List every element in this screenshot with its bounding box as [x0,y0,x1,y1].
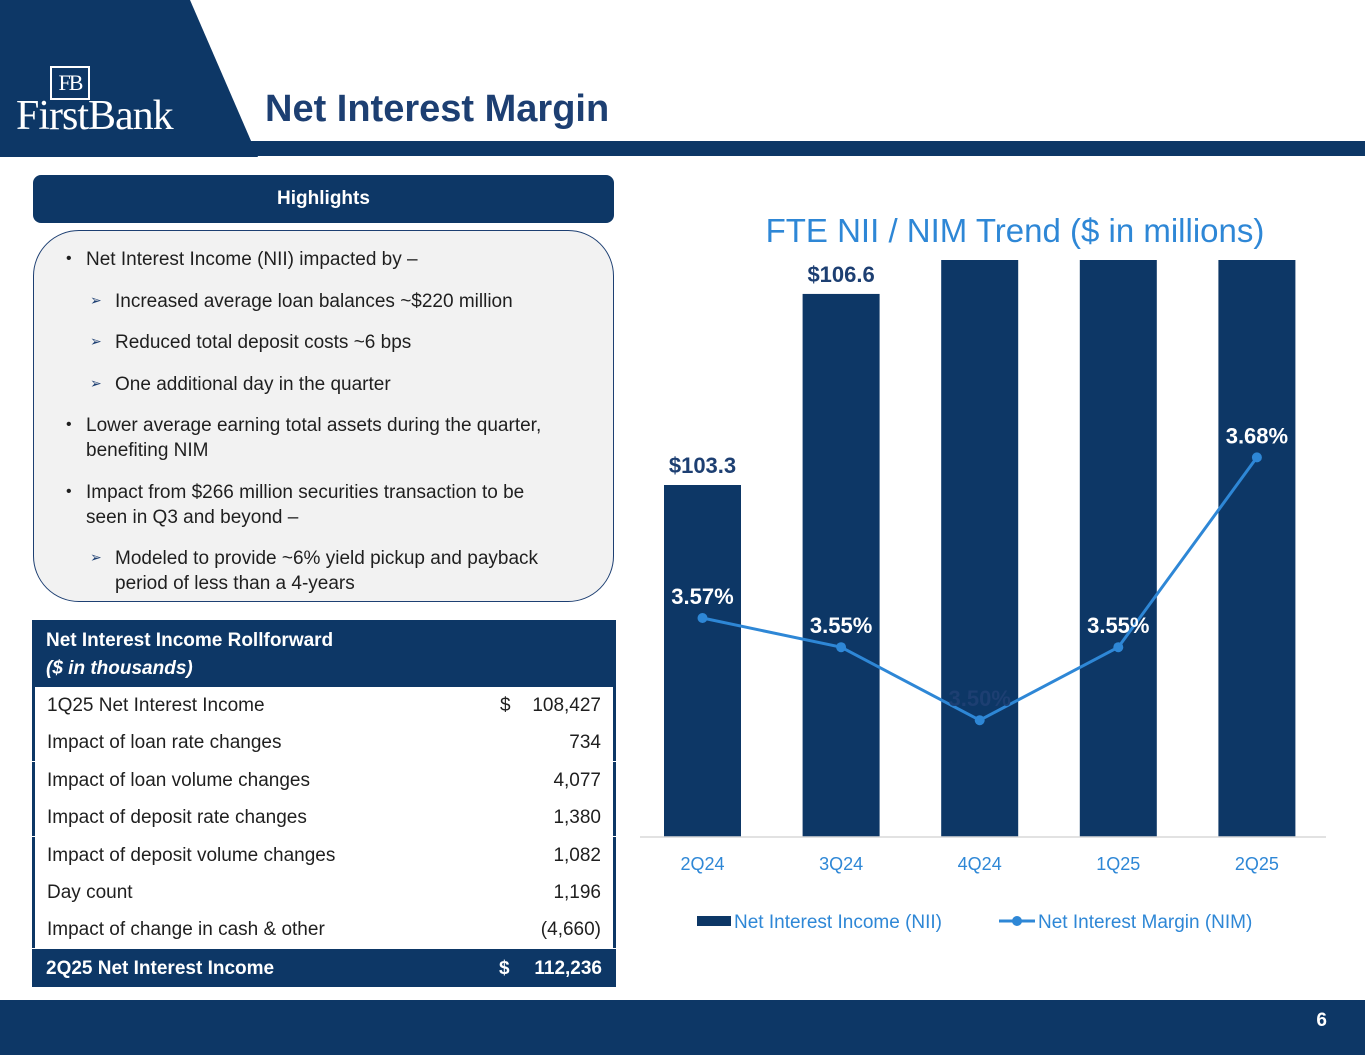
row-value: 108,427 [532,695,601,716]
highlight-text: Increased average loan balances ~$220 mi… [115,290,513,312]
x-tick-label: 4Q24 [958,854,1002,874]
row-label: 1Q25 Net Interest Income [47,695,265,716]
brand-logo-block: FB FirstBank [0,0,258,157]
arrow-bullet-icon: ➢ [90,291,102,308]
logo-wordmark: FirstBank [16,93,174,139]
total-currency: $ [499,958,510,979]
highlights-header: Highlights [33,175,614,223]
table-row: Impact of deposit volume changes 1,082 [32,836,616,874]
rollforward-total-row: 2Q25 Net Interest Income $ 112,236 [32,949,616,987]
highlight-text: Modeled to provide ~6% yield pickup and … [115,548,539,569]
row-label: Impact of loan rate changes [47,732,282,754]
rollforward-title: Net Interest Income Rollforward [46,630,334,651]
arrow-bullet-icon: ➢ [90,333,102,349]
row-label: Impact of loan volume changes [47,769,310,791]
nii-data-label: $103.3 [669,453,736,478]
row-currency: $ [500,695,511,716]
page-title: Net Interest Margin [265,88,610,130]
rollforward-header: Net Interest Income Rollforward ($ in th… [32,620,616,687]
highlights-panel [33,230,614,602]
highlight-text: One additional day in the quarter [115,373,391,395]
x-tick-label: 1Q25 [1096,854,1140,874]
nim-data-label: 3.50% [949,686,1011,711]
nim-point [1251,452,1262,463]
row-label: Impact of change in cash & other [47,919,325,941]
row-value: 4,077 [553,769,601,791]
nim-data-label: 3.68% [1226,423,1288,448]
table-row: Day count 1,196 [32,874,616,911]
x-tick-label: 2Q24 [680,854,724,874]
table-row: Impact of change in cash & other (4,660) [32,911,616,949]
legend-nim-label: Net Interest Margin (NIM) [1038,912,1252,933]
bullet-icon: • [66,416,72,433]
rollforward-table: Net Interest Income Rollforward ($ in th… [32,620,616,987]
table-row: Impact of deposit rate changes 1,380 [32,799,616,837]
row-value: 1,082 [553,844,601,866]
table-row: Impact of loan rate changes 734 [32,724,616,762]
nii-bar [664,485,741,837]
page-number: 6 [1316,1010,1327,1031]
total-value: 112,236 [534,958,602,979]
legend-nii-label: Net Interest Income (NII) [734,912,942,933]
total-label: 2Q25 Net Interest Income [46,958,275,979]
bullet-icon: • [66,482,72,500]
rollforward-subtitle: ($ in thousands) [46,658,193,679]
x-tick-label: 2Q25 [1235,854,1279,874]
row-label: Impact of deposit rate changes [47,807,307,829]
logo-monogram: FB [50,66,90,100]
arrow-bullet-icon: ➢ [90,549,102,565]
nim-data-label: 3.55% [810,613,872,638]
nim-point [697,613,708,623]
nii-bar [941,260,1019,838]
legend-nim-marker [1012,916,1022,926]
legend-nii-swatch [697,916,731,926]
nim-point [836,642,847,653]
logo-background [0,0,258,157]
table-row: 1Q25 Net Interest Income $108,427 [32,687,616,724]
row-label: Impact of deposit volume changes [47,844,336,866]
title-rule [250,141,1365,156]
highlight-text: Reduced total deposit costs ~6 bps [115,332,412,353]
table-row: Impact of loan volume changes 4,077 [32,761,616,799]
nii-bar [1218,260,1296,837]
nim-point [1113,642,1124,653]
bullet-icon: • [66,250,72,267]
nii-bar [1079,260,1157,838]
highlight-text: Net Interest Income (NII) impacted by – [86,249,418,270]
highlight-text: seen in Q3 and beyond – [86,506,299,528]
row-value: 1,196 [553,882,601,903]
row-value: (4,660) [540,919,601,941]
chart-title: FTE NII / NIM Trend ($ in millions) [765,212,1265,249]
highlight-text: Lower average earning total assets durin… [86,415,542,436]
arrow-bullet-icon: ➢ [90,374,102,391]
highlight-text: benefiting NIM [86,440,209,461]
row-label: Day count [47,882,133,903]
row-value: 1,380 [553,807,601,829]
highlight-text: Impact from $266 million securities tran… [86,481,525,503]
nim-data-label: 3.57% [671,584,733,609]
row-value: 734 [569,732,601,754]
x-tick-label: 3Q24 [819,854,863,874]
nii-data-label: $106.6 [807,262,874,287]
highlight-text: period of less than a 4-years [115,573,355,594]
nii-nim-chart: $103.32Q24$106.63Q24$109.04Q24$108.41Q25… [640,260,1326,933]
nii-bar [802,293,880,837]
nim-data-label: 3.55% [1087,613,1149,638]
footer-bar: 6 [0,1000,1365,1055]
nim-point [974,715,985,726]
